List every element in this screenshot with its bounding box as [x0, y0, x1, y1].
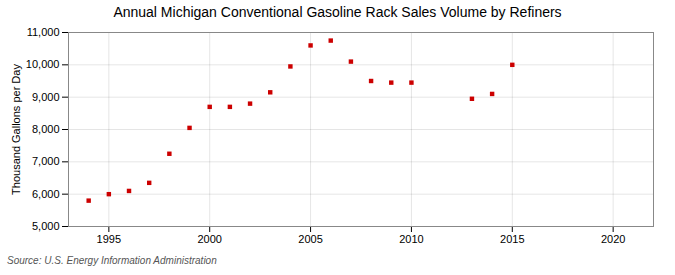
svg-text:8,000: 8,000	[32, 123, 60, 135]
svg-text:10,000: 10,000	[26, 58, 60, 70]
svg-text:2010: 2010	[399, 233, 423, 245]
svg-text:7,000: 7,000	[32, 155, 60, 167]
svg-text:2000: 2000	[197, 233, 221, 245]
svg-text:2005: 2005	[298, 233, 322, 245]
svg-text:6,000: 6,000	[32, 188, 60, 200]
html-text:Source: U.S. Energy Informatio: Source: U.S. Energy Information Administ…	[7, 255, 217, 266]
svg-text:2015: 2015	[500, 233, 524, 245]
svg-text:Thousand Gallons per Day: Thousand Gallons per Day	[10, 64, 22, 195]
html-text:Annual Michigan Conventional G: Annual Michigan Conventional Gasoline Ra…	[113, 4, 562, 20]
svg-text:5,000: 5,000	[32, 220, 60, 232]
svg-text:9,000: 9,000	[32, 91, 60, 103]
svg-text:11,000: 11,000	[27, 26, 60, 38]
svg-text:2020: 2020	[601, 233, 625, 245]
svg-text:1995: 1995	[97, 233, 121, 245]
